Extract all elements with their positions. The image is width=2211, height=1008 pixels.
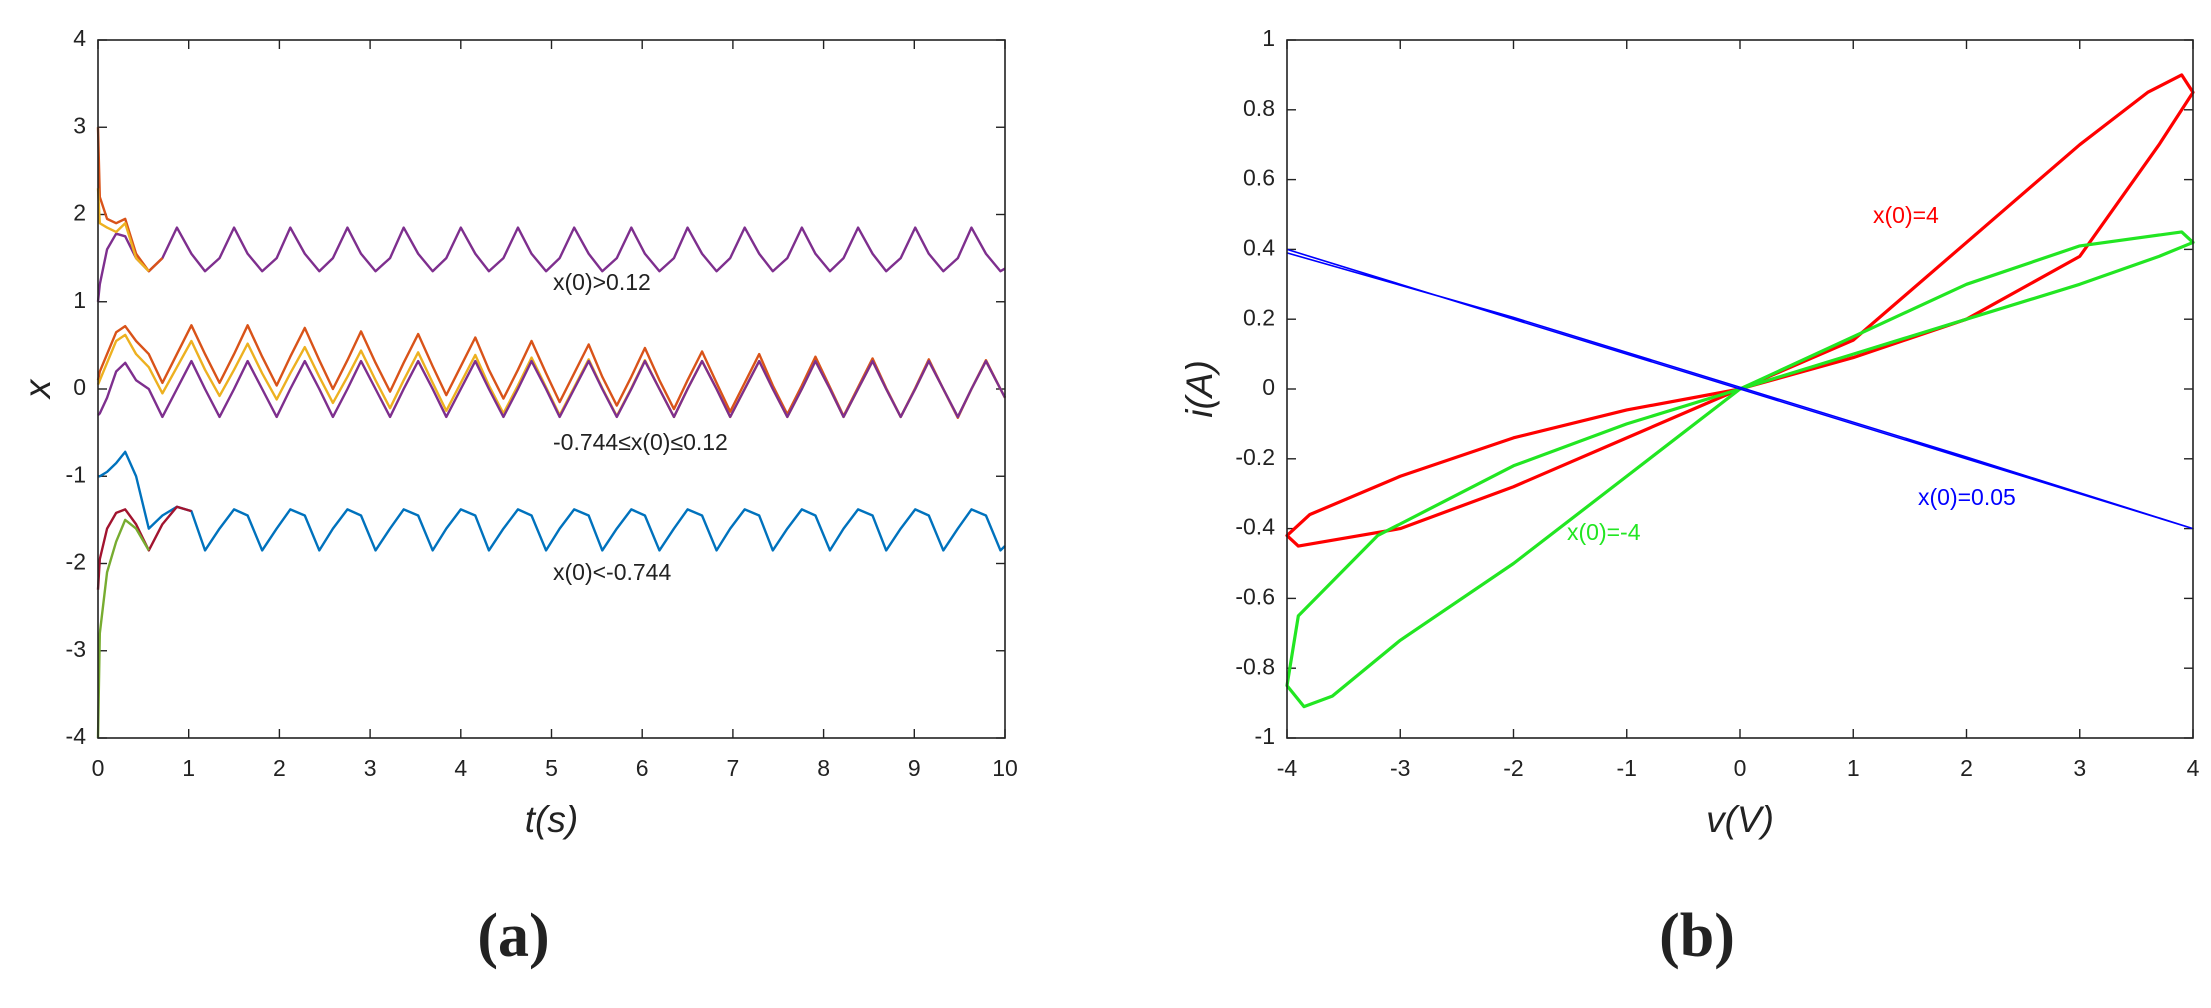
plot-area xyxy=(98,40,1005,738)
annotation: -0.744≤x(0)≤0.12 xyxy=(553,429,728,455)
y-tick-label: -1 xyxy=(66,461,86,487)
y-tick-label: 1 xyxy=(1262,25,1275,51)
y-tick-label: -0.2 xyxy=(1235,444,1275,470)
y-tick-label: 1 xyxy=(73,287,86,313)
x-tick-label: -3 xyxy=(1390,755,1410,781)
series-line xyxy=(96,505,192,590)
y-tick-label: 4 xyxy=(73,25,86,51)
series-line xyxy=(96,226,1006,302)
axes-box xyxy=(97,39,1006,739)
series-line xyxy=(1285,230,2195,709)
y-tick-label: 0.8 xyxy=(1243,95,1275,121)
annotation: x(0)>0.12 xyxy=(553,269,651,295)
x-axis-label: t(s) xyxy=(525,799,578,840)
annotation: x(0)<-0.744 xyxy=(553,559,671,585)
axes-box xyxy=(1286,39,2194,739)
y-tick-label: 0.4 xyxy=(1243,234,1275,260)
x-tick-label: -2 xyxy=(1503,755,1523,781)
x-tick-label: 7 xyxy=(727,755,740,781)
x-tick-label: 5 xyxy=(545,755,558,781)
x-axis-label: v(V) xyxy=(1706,799,1774,840)
series-line xyxy=(98,450,1006,552)
series-label: x(0)=4 xyxy=(1873,202,1939,228)
y-tick-label: 0.6 xyxy=(1243,165,1275,191)
series-line xyxy=(97,359,1007,419)
y-tick-label: 0 xyxy=(73,374,86,400)
y-tick-label: 3 xyxy=(73,112,86,138)
y-tick-label: -0.6 xyxy=(1235,583,1275,609)
x-tick-label: 8 xyxy=(817,755,830,781)
x-tick-label: 1 xyxy=(1847,755,1860,781)
panel-label: (b) xyxy=(1659,902,1735,970)
y-axis-label: x xyxy=(17,378,58,400)
x-tick-label: 9 xyxy=(908,755,921,781)
series-line xyxy=(96,188,150,273)
y-tick-label: -3 xyxy=(66,636,86,662)
x-tick-label: 6 xyxy=(636,755,649,781)
x-tick-label: -1 xyxy=(1617,755,1637,781)
x-tick-label: 0 xyxy=(1734,755,1747,781)
y-tick-label: -0.4 xyxy=(1235,514,1275,540)
x-tick-label: 3 xyxy=(2073,755,2086,781)
x-tick-label: -4 xyxy=(1277,755,1298,781)
x-tick-label: 10 xyxy=(992,755,1018,781)
series-label: x(0)=-4 xyxy=(1567,519,1641,545)
x-tick-label: 0 xyxy=(92,755,105,781)
series-label: x(0)=0.05 xyxy=(1918,484,2016,510)
y-tick-label: -1 xyxy=(1255,723,1275,749)
panel-label: (a) xyxy=(477,902,549,970)
y-axis-label: i(A) xyxy=(1179,360,1220,418)
y-tick-label: -2 xyxy=(66,549,86,575)
y-tick-label: 0 xyxy=(1262,374,1275,400)
x-tick-label: 1 xyxy=(182,755,195,781)
x-tick-label: 4 xyxy=(2187,755,2200,781)
x-tick-label: 4 xyxy=(454,755,467,781)
y-tick-label: 0.2 xyxy=(1243,304,1275,330)
x-tick-label: 2 xyxy=(273,755,286,781)
y-tick-label: -0.8 xyxy=(1235,653,1275,679)
y-tick-label: -4 xyxy=(66,723,87,749)
x-tick-label: 2 xyxy=(1960,755,1973,781)
series-line xyxy=(1285,73,2195,548)
x-tick-label: 3 xyxy=(364,755,377,781)
series-line xyxy=(96,518,150,739)
y-tick-label: 2 xyxy=(73,200,86,226)
